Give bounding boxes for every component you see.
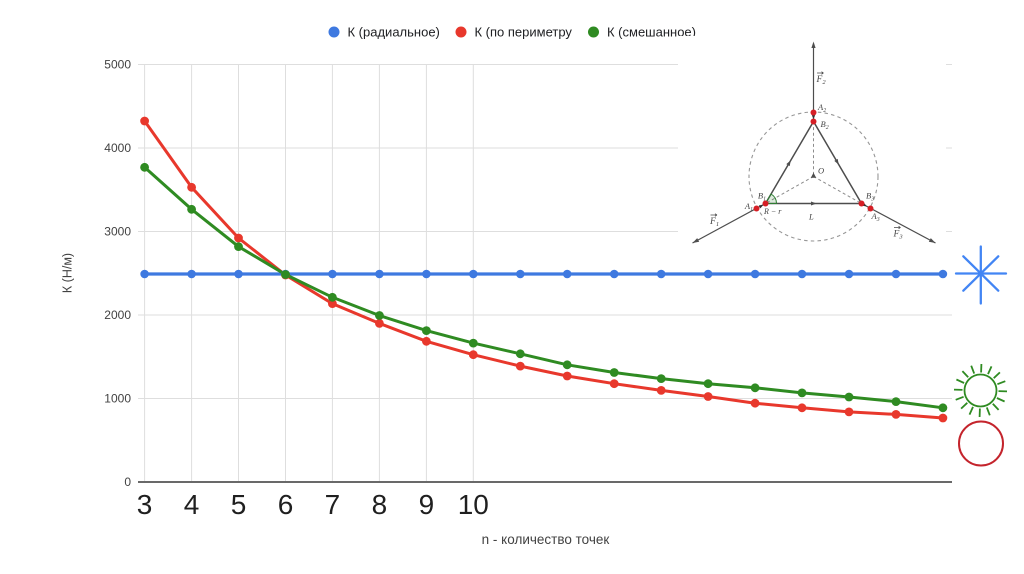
svg-text:R − r: R − r	[763, 207, 782, 216]
svg-text:n - количество точек: n - количество точек	[482, 532, 610, 547]
svg-text:4: 4	[184, 489, 200, 520]
svg-text:К (радиальное): К (радиальное)	[348, 25, 440, 40]
svg-text:3: 3	[137, 489, 153, 520]
svg-text:2000: 2000	[104, 308, 131, 322]
svg-text:A3: A3	[871, 211, 880, 223]
svg-text:F3: F3	[893, 230, 904, 241]
svg-text:7: 7	[325, 489, 341, 520]
svg-text:B1: B1	[758, 191, 766, 203]
svg-text:3000: 3000	[104, 225, 131, 239]
svg-text:К (смешанное): К (смешанное)	[607, 25, 696, 40]
svg-text:К (Н/м): К (Н/м)	[61, 253, 75, 293]
svg-text:F2: F2	[816, 75, 827, 86]
svg-text:6: 6	[278, 489, 294, 520]
svg-text:5000: 5000	[104, 58, 131, 72]
svg-text:5: 5	[231, 489, 247, 520]
svg-text:8: 8	[372, 489, 388, 520]
svg-text:A2: A2	[817, 102, 826, 114]
svg-text:F1: F1	[709, 217, 719, 228]
svg-text:9: 9	[419, 489, 435, 520]
svg-text:К (по периметру: К (по периметру	[475, 25, 573, 40]
svg-text:4000: 4000	[104, 141, 131, 155]
svg-text:L: L	[808, 212, 814, 222]
svg-text:10: 10	[458, 489, 489, 520]
svg-text:1000: 1000	[104, 392, 131, 406]
svg-text:O: O	[818, 166, 824, 176]
svg-text:B3: B3	[866, 191, 874, 203]
svg-text:0: 0	[124, 475, 131, 489]
svg-text:B2: B2	[821, 119, 829, 131]
svg-text:A1: A1	[744, 201, 753, 213]
